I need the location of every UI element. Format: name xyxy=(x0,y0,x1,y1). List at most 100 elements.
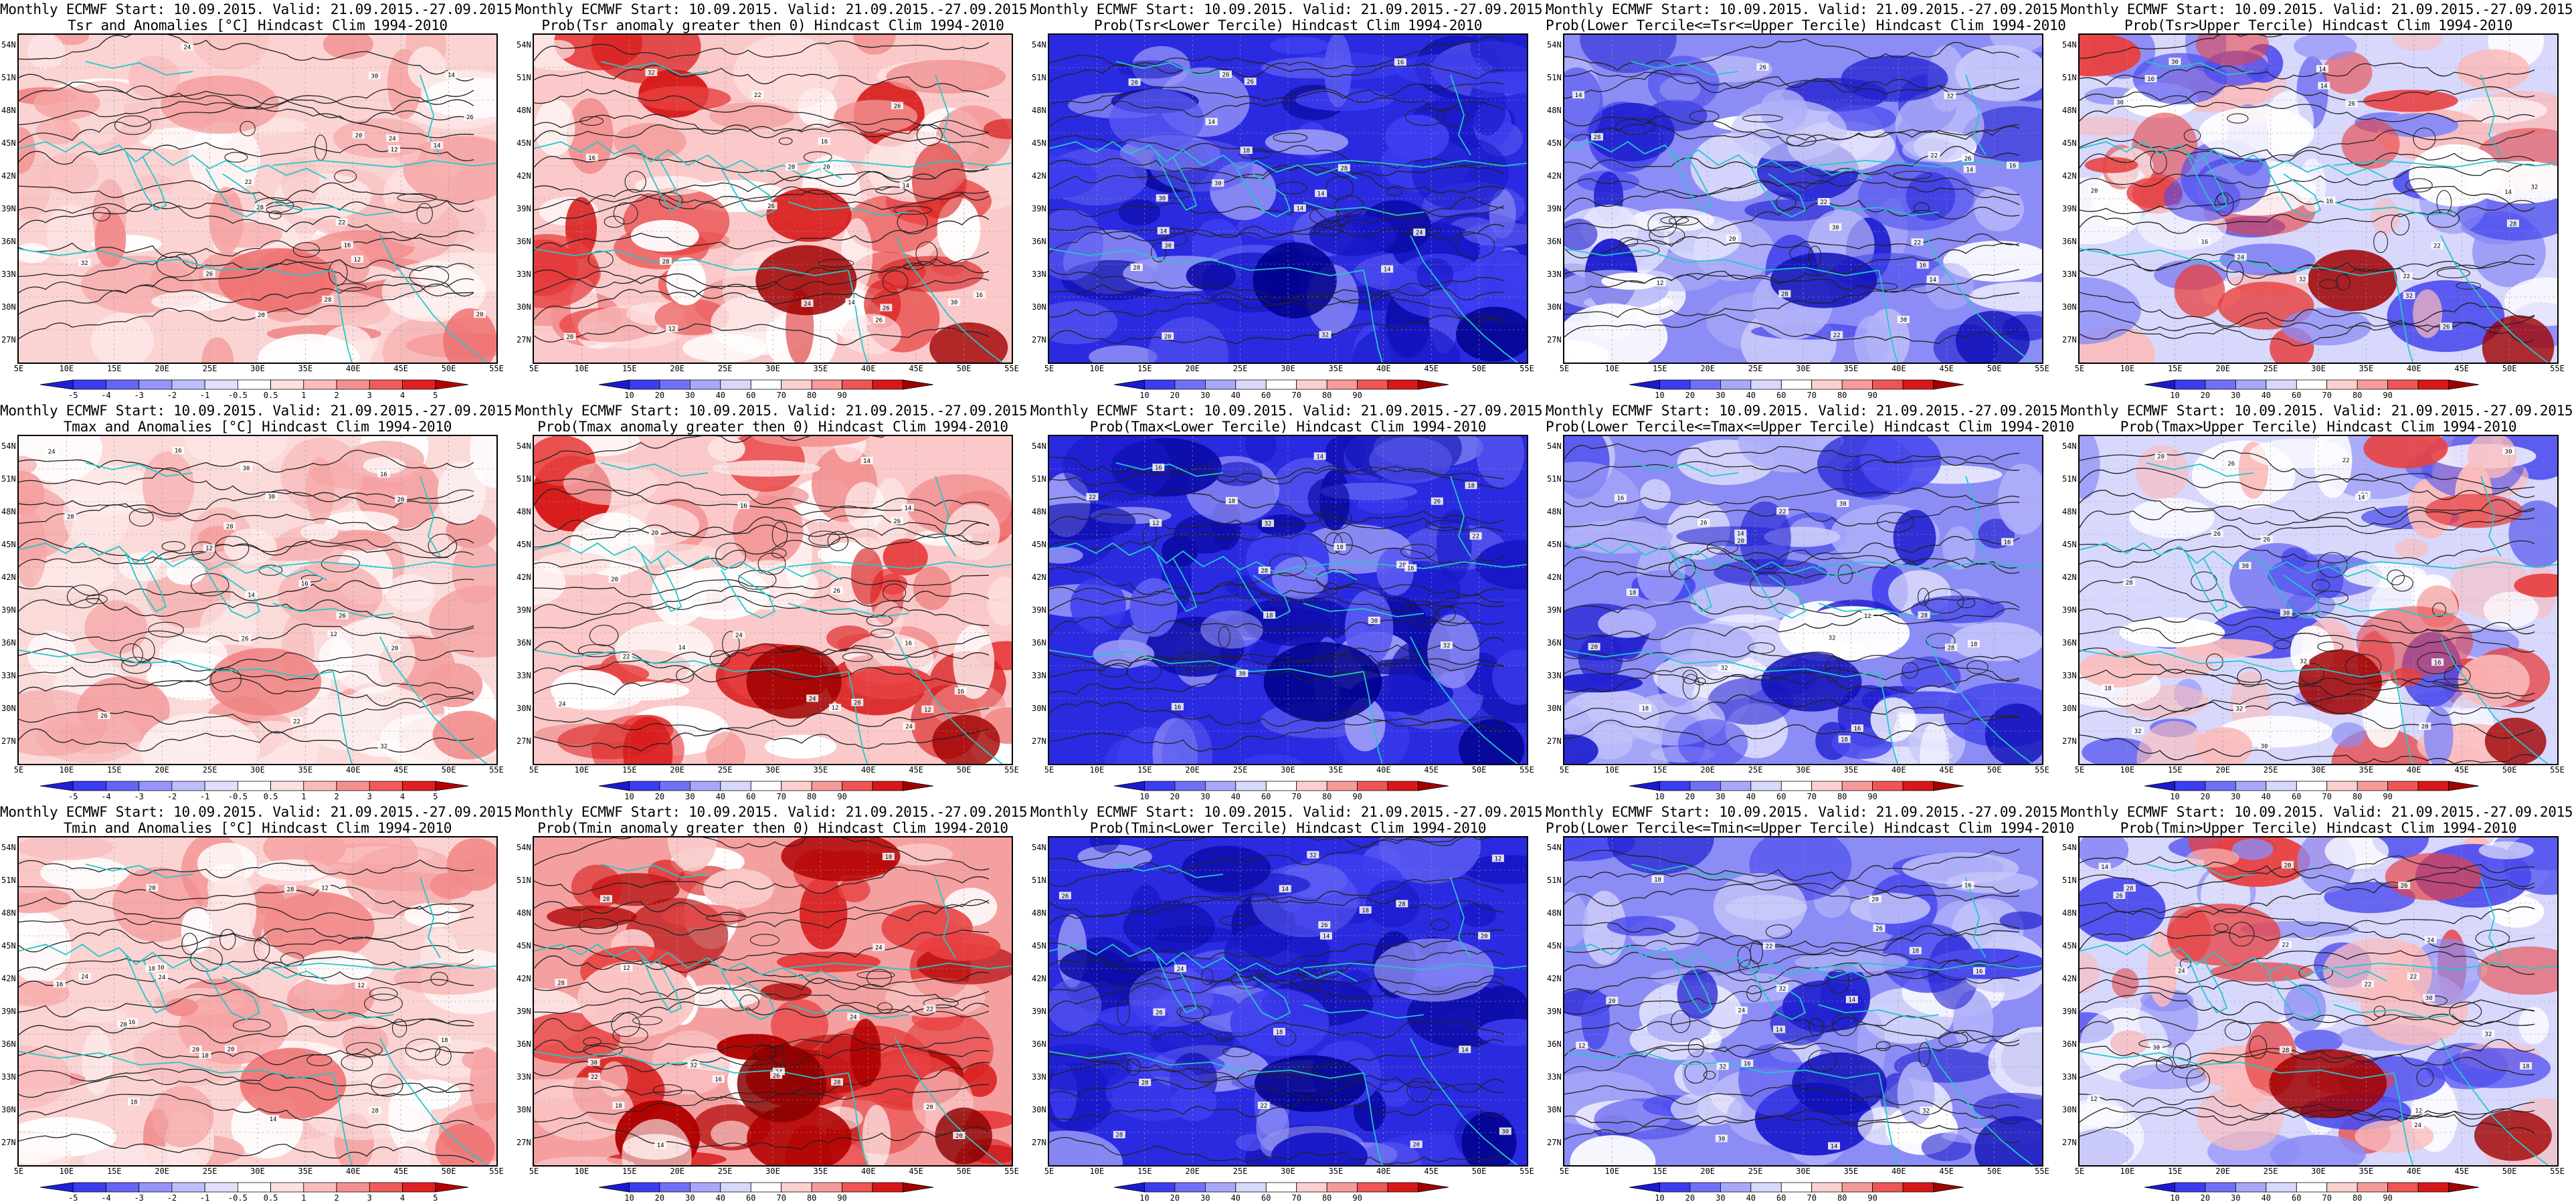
contour-value-label: 22 xyxy=(2433,243,2441,250)
longitude-label: 20E xyxy=(2215,364,2231,373)
isotherm-contour xyxy=(1049,158,1505,193)
longitude-label: 25E xyxy=(2263,364,2278,373)
contour-label-bg xyxy=(1368,616,1380,624)
contour-label-bg xyxy=(53,980,66,988)
colorbar-tick-label: 80 xyxy=(806,391,817,400)
colorbar-tick-label: -5 xyxy=(68,792,78,801)
map-frame: 14 28 14 20 14 28 26 16 32 14 18 30 14 24 26 30 20 30 xyxy=(1048,33,1528,364)
longitude-label: 50E xyxy=(2502,765,2517,775)
colorbar-swatch xyxy=(2357,379,2389,390)
field-blob xyxy=(84,600,148,655)
longitude-label: 20E xyxy=(155,364,170,373)
isotherm-contour xyxy=(866,969,892,987)
isotherm-contour xyxy=(534,153,990,187)
field-blob xyxy=(1598,609,1656,638)
contour-label-bg xyxy=(1572,91,1585,99)
colorbar-swatch xyxy=(2448,781,2479,791)
contour-label-bg xyxy=(666,324,678,332)
colorbar-tick-label: 20 xyxy=(1685,391,1695,400)
contour-value-label: 16 xyxy=(128,1019,136,1026)
contour-value-label: 12 xyxy=(2090,1096,2098,1103)
field-blob xyxy=(1795,606,1910,660)
isotherm-contour xyxy=(1049,1098,1505,1121)
contour-label-bg xyxy=(242,178,254,185)
field-blob xyxy=(19,436,102,482)
isotherm-contour xyxy=(1748,642,1776,654)
contour-value-label: 18 xyxy=(1266,613,1273,619)
contour-label-bg xyxy=(388,145,401,153)
contour-value-label: 14 xyxy=(1160,228,1167,235)
field-blob xyxy=(2322,51,2373,94)
colorbar-swatch xyxy=(237,781,272,791)
longitude-label: 50E xyxy=(1471,1167,1487,1176)
isotherm-contour xyxy=(219,928,236,950)
isotherm-contour xyxy=(2213,923,2229,932)
contour-label-bg xyxy=(1588,643,1600,651)
contour-value-label: 32 xyxy=(1321,332,1329,339)
contour-label-bg xyxy=(1431,497,1443,505)
contour-value-label: 14 xyxy=(2318,66,2326,73)
contour-value-label: 24 xyxy=(2178,969,2185,975)
isotherm-contour xyxy=(589,625,619,647)
colorbar-swatch xyxy=(40,781,74,791)
contour-value-label: 18 xyxy=(885,854,892,861)
contour-label-bg xyxy=(785,163,798,171)
coastline xyxy=(1049,248,1364,276)
isotherm-contour xyxy=(2417,651,2456,674)
contour-label-bg xyxy=(1756,63,1769,71)
contour-label-bg xyxy=(1128,78,1141,86)
longitude-label: 55E xyxy=(2550,765,2565,775)
latitude-label: 33N xyxy=(517,1072,531,1082)
field-blob xyxy=(1670,1092,1742,1126)
contour-label-bg xyxy=(1441,641,1453,649)
field-blob xyxy=(853,35,896,55)
contour-value-label: 20 xyxy=(355,132,363,139)
isotherm-contour xyxy=(1564,598,2020,617)
isotherm-contour xyxy=(1099,664,1129,678)
colorbar-swatch xyxy=(1689,379,1721,390)
isotherm-contour xyxy=(2080,199,2535,234)
contour-label-bg xyxy=(1478,932,1491,940)
colorbar-swatch xyxy=(2357,781,2389,791)
colorbar xyxy=(1629,780,1964,792)
contour-label-bg xyxy=(1404,564,1417,572)
contour-value-label: 24 xyxy=(735,633,743,639)
field-blob xyxy=(1369,437,1453,484)
longitude-label: 35E xyxy=(1843,765,1859,775)
longitude-label: 30E xyxy=(2311,364,2326,373)
isotherm-contour xyxy=(1049,205,1505,254)
contour-value-label: 12 xyxy=(1494,856,1501,863)
longitude-label: 55E xyxy=(1004,364,1019,373)
contour-value-label: 30 xyxy=(2425,995,2433,1002)
isotherm-contour xyxy=(1049,893,1505,918)
isotherm-contour xyxy=(328,260,348,286)
colorbar-swatch xyxy=(106,379,140,390)
field-core xyxy=(1459,719,1525,764)
isotherm-contour xyxy=(19,697,474,734)
contour-value-label: 14 xyxy=(1575,92,1582,99)
field-blob xyxy=(1682,1049,1719,1096)
longitude-label: 25E xyxy=(1748,765,1763,775)
field-blob xyxy=(2231,838,2274,860)
longitude-label: 25E xyxy=(1748,1167,1763,1176)
latitude-label: 51N xyxy=(1547,474,1562,484)
longitude-label: 15E xyxy=(106,1167,122,1176)
isotherm-contour xyxy=(1309,207,1341,225)
field-blob xyxy=(297,950,373,985)
isotherm-contour xyxy=(2183,128,2201,142)
colorbar-swatch xyxy=(1689,781,1721,791)
isotherm-contour xyxy=(534,215,990,251)
contour-label-bg xyxy=(891,102,903,110)
panel-title-line1: Monthly ECMWF Start: 10.09.2015. Valid: … xyxy=(1546,1,2066,17)
contour-label-bg xyxy=(953,1132,965,1139)
colorbar-tick-label: 60 xyxy=(1261,792,1271,801)
field-blob xyxy=(1235,1134,1265,1151)
colorbar-tick-label: 90 xyxy=(837,792,847,801)
latitude-label: 39N xyxy=(1547,1007,1562,1016)
contour-value-label: 24 xyxy=(809,696,816,702)
contour-value-label: 28 xyxy=(854,700,861,707)
isotherm-contour xyxy=(19,669,474,695)
coastline xyxy=(1751,168,1807,217)
isotherm-contour xyxy=(233,1019,271,1032)
